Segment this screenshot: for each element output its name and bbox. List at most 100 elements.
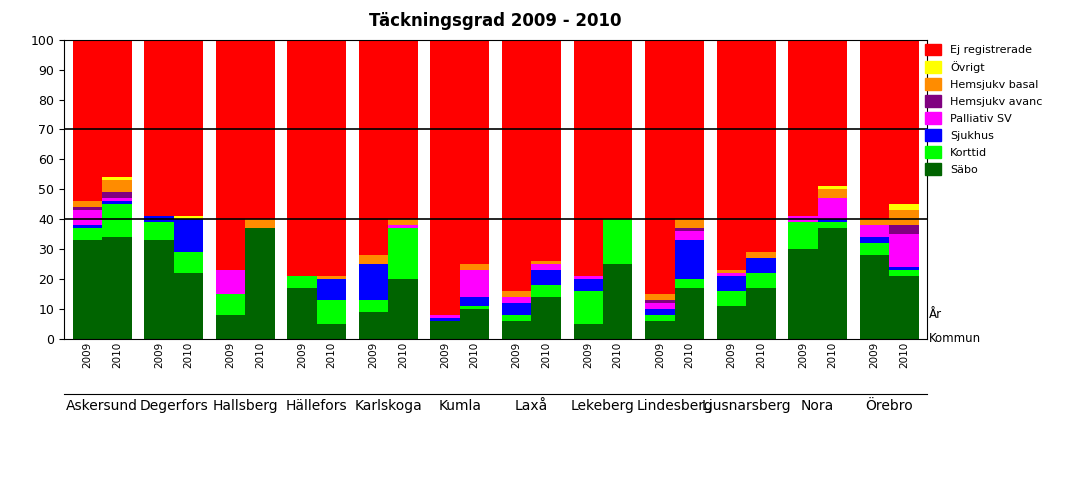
Bar: [72, 207, 102, 210]
Bar: [72, 201, 102, 207]
Bar: [818, 198, 847, 219]
Bar: [746, 273, 775, 288]
Bar: [502, 40, 532, 291]
Bar: [215, 315, 245, 339]
Bar: [645, 309, 675, 315]
Bar: [502, 291, 532, 297]
Bar: [174, 40, 204, 216]
Bar: [359, 312, 388, 339]
Title: Täckningsgrad 2009 - 2010: Täckningsgrad 2009 - 2010: [370, 12, 621, 30]
Bar: [716, 40, 746, 270]
Legend: Ej registrerade, Övrigt, Hemsjukv basal, Hemsjukv avanc, Palliativ SV, Sjukhus, : Ej registrerade, Övrigt, Hemsjukv basal,…: [920, 39, 1047, 179]
Bar: [532, 297, 561, 339]
Bar: [818, 186, 847, 189]
Bar: [603, 40, 632, 219]
Bar: [574, 291, 603, 324]
Bar: [859, 237, 889, 243]
Bar: [245, 228, 275, 339]
Bar: [788, 216, 818, 222]
Bar: [317, 40, 346, 276]
Bar: [788, 222, 818, 249]
Bar: [859, 255, 889, 339]
Bar: [245, 219, 275, 228]
Bar: [859, 225, 889, 237]
Bar: [818, 228, 847, 339]
Bar: [788, 40, 818, 216]
Bar: [431, 315, 459, 318]
Bar: [174, 273, 204, 339]
Bar: [215, 294, 245, 315]
Bar: [459, 264, 489, 270]
Bar: [288, 288, 317, 339]
Bar: [72, 210, 102, 225]
Bar: [215, 40, 245, 270]
Bar: [102, 177, 132, 180]
Bar: [574, 40, 603, 276]
Bar: [675, 288, 704, 339]
Bar: [459, 40, 489, 264]
Bar: [431, 40, 459, 315]
Bar: [288, 40, 317, 276]
Bar: [574, 276, 603, 279]
Bar: [645, 294, 675, 300]
Bar: [102, 198, 132, 201]
Bar: [459, 309, 489, 339]
Bar: [359, 40, 388, 255]
Bar: [675, 231, 704, 240]
Bar: [746, 258, 775, 273]
Bar: [388, 40, 418, 219]
Bar: [431, 321, 459, 339]
Bar: [746, 40, 775, 252]
Bar: [818, 222, 847, 228]
Bar: [645, 303, 675, 309]
Bar: [359, 255, 388, 264]
Bar: [716, 273, 746, 276]
Bar: [645, 300, 675, 303]
Text: Kommun: Kommun: [930, 332, 982, 345]
Bar: [859, 219, 889, 225]
Bar: [716, 306, 746, 339]
Bar: [288, 276, 317, 288]
Bar: [388, 228, 418, 279]
Bar: [532, 285, 561, 297]
Bar: [532, 40, 561, 261]
Bar: [144, 240, 174, 339]
Bar: [144, 222, 174, 240]
Bar: [72, 225, 102, 228]
Bar: [144, 216, 174, 222]
Bar: [889, 276, 919, 339]
Bar: [675, 228, 704, 231]
Bar: [102, 201, 132, 204]
Bar: [532, 270, 561, 285]
Bar: [716, 276, 746, 291]
Bar: [603, 219, 632, 264]
Bar: [889, 234, 919, 267]
Bar: [818, 40, 847, 186]
Bar: [889, 210, 919, 225]
Bar: [889, 267, 919, 270]
Bar: [716, 270, 746, 273]
Bar: [317, 324, 346, 339]
Bar: [359, 264, 388, 300]
Bar: [532, 261, 561, 264]
Bar: [144, 40, 174, 216]
Bar: [388, 219, 418, 225]
Bar: [532, 264, 561, 270]
Bar: [574, 279, 603, 291]
Bar: [746, 288, 775, 339]
Bar: [889, 204, 919, 210]
Bar: [645, 315, 675, 321]
Bar: [502, 315, 532, 321]
Bar: [502, 303, 532, 315]
Bar: [603, 264, 632, 339]
Bar: [317, 276, 346, 279]
Bar: [459, 297, 489, 306]
Bar: [72, 40, 102, 201]
Bar: [102, 180, 132, 192]
Bar: [859, 40, 889, 219]
Bar: [502, 297, 532, 303]
Bar: [675, 279, 704, 288]
Bar: [675, 240, 704, 279]
Bar: [317, 279, 346, 300]
Bar: [859, 243, 889, 255]
